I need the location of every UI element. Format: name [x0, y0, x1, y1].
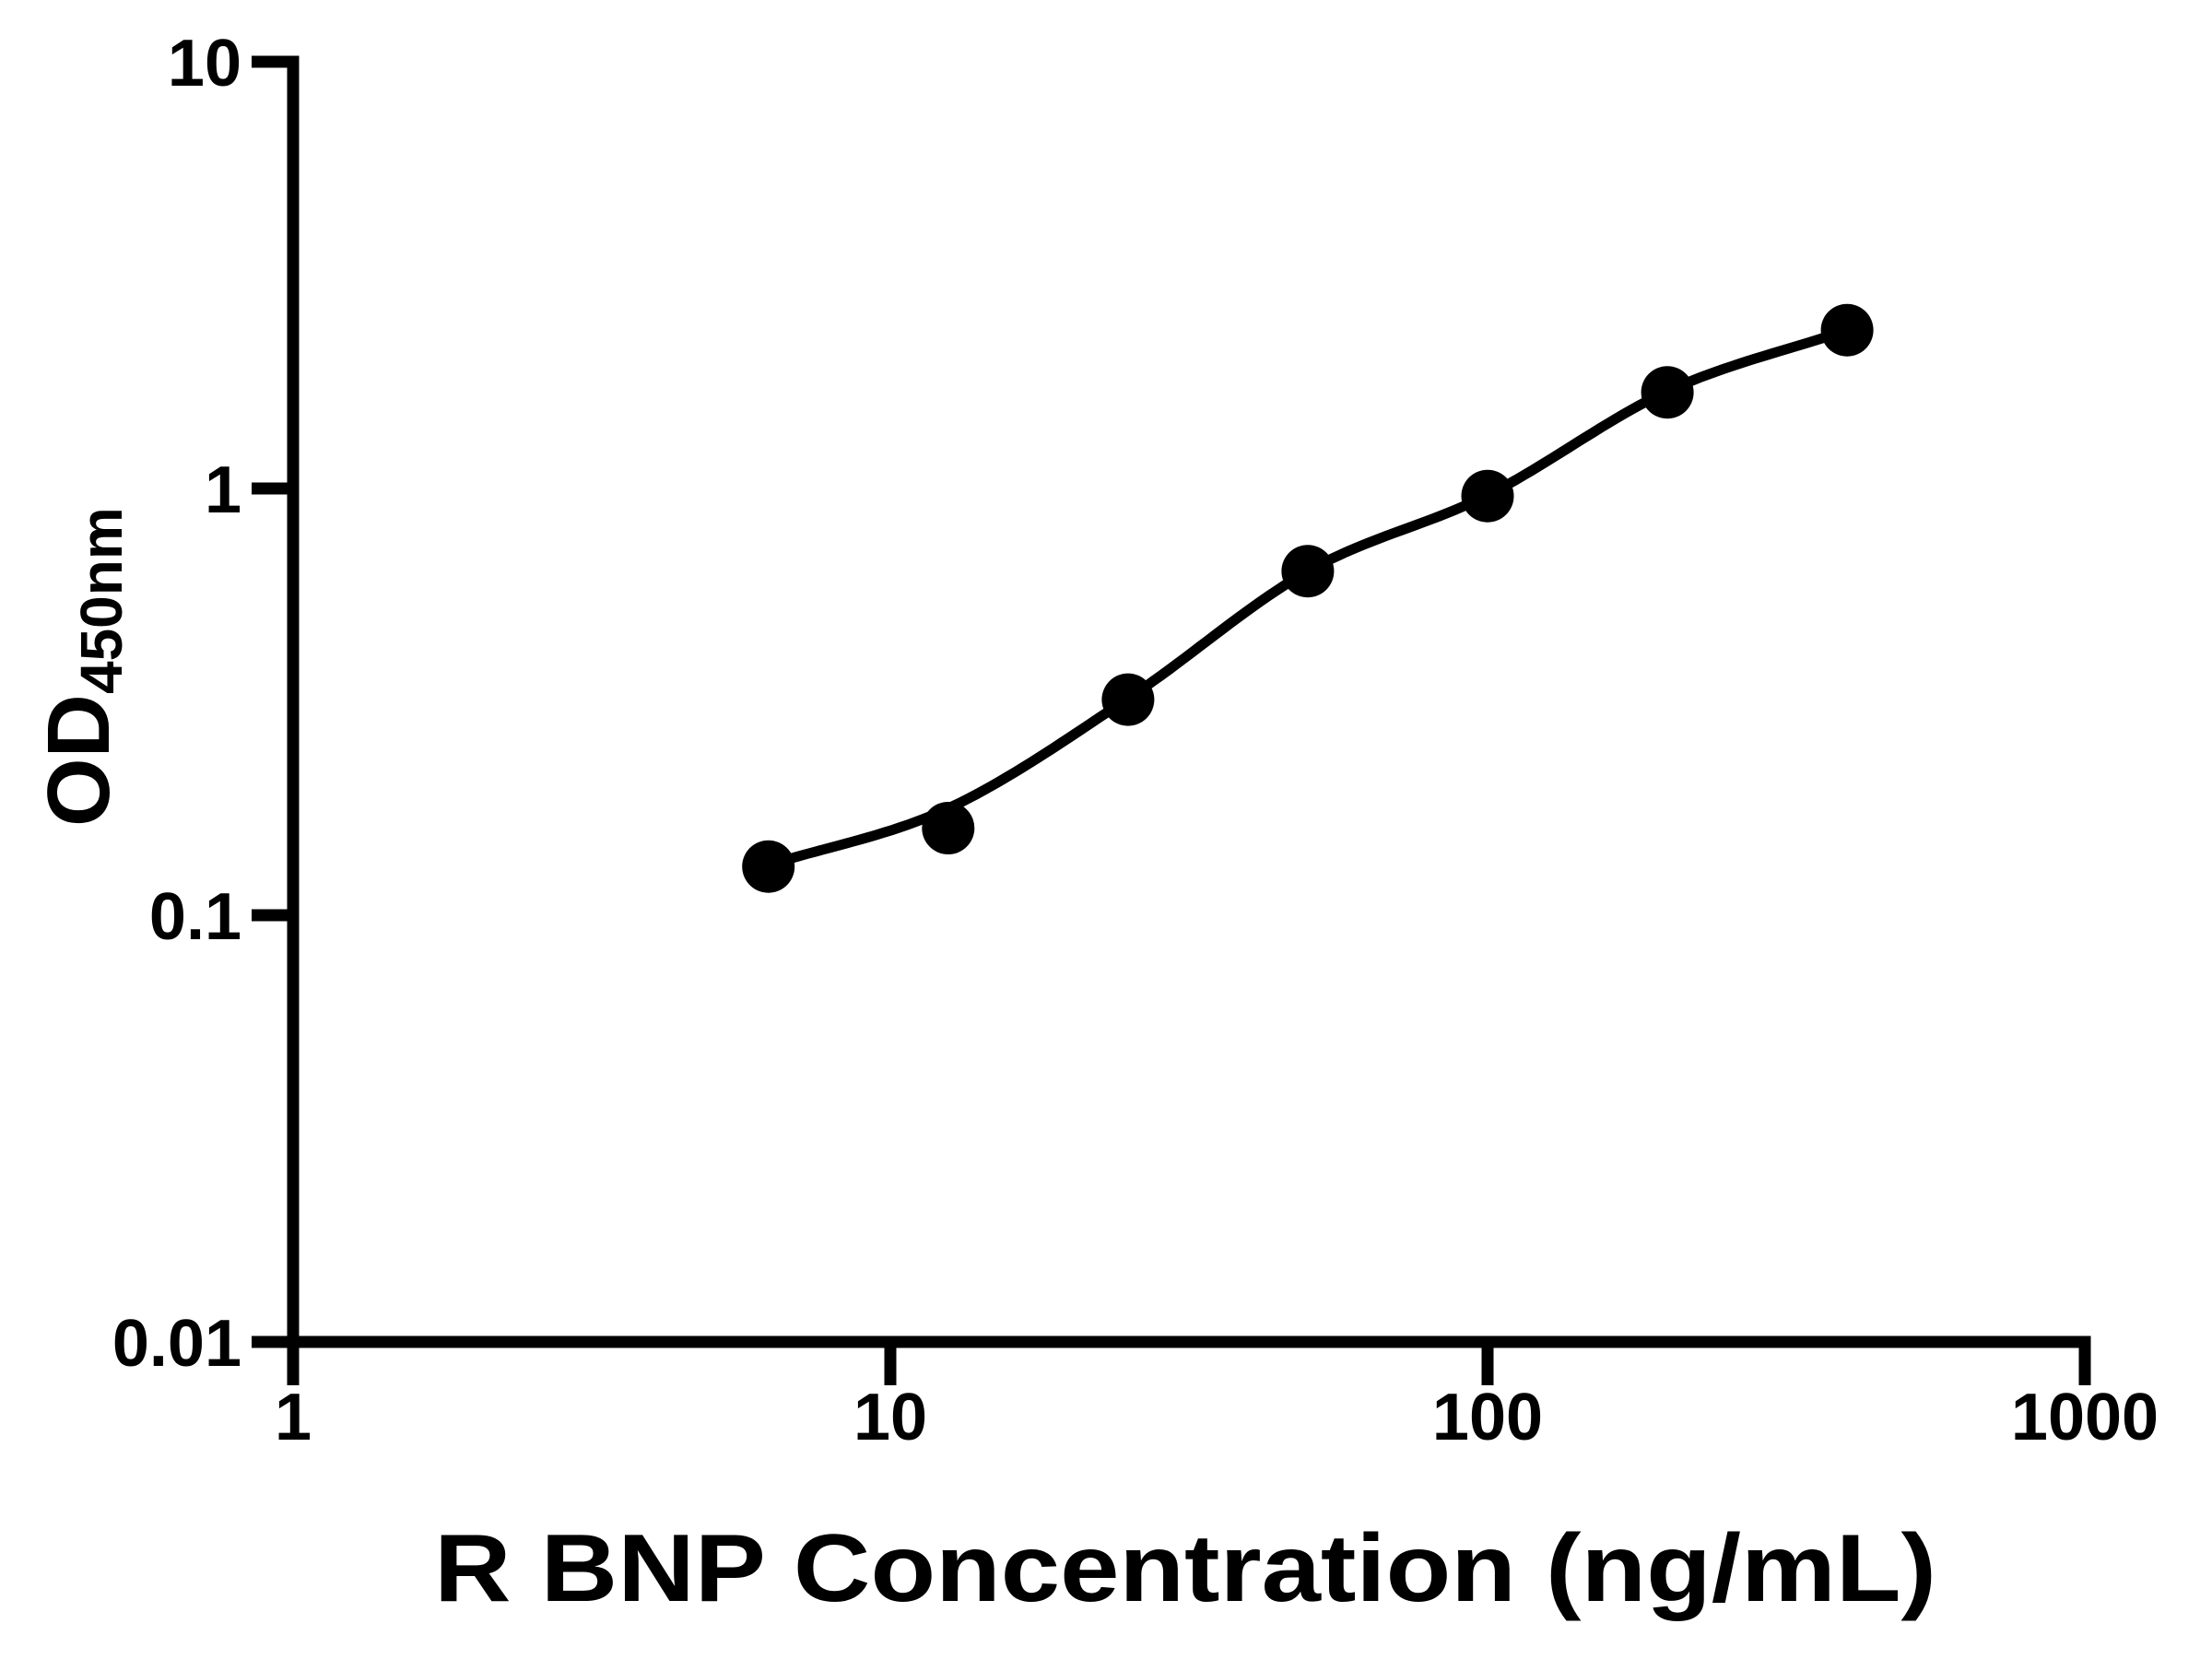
y-axis-title-main: OD	[29, 694, 128, 827]
data-point	[1820, 303, 1874, 357]
data-point	[1281, 545, 1335, 598]
y-tick-label: 10	[168, 27, 241, 100]
y-tick-label: 0.01	[112, 1307, 241, 1381]
y-tick-label: 1	[205, 453, 241, 527]
data-point	[922, 802, 975, 854]
tick-labels: 10 1 0.1 0.01 1 10 100 1000	[112, 27, 2159, 1454]
y-tick-label: 0.1	[149, 880, 241, 954]
y-axis-title-subscript: 450nm	[68, 507, 135, 694]
data-point	[742, 840, 795, 893]
data-point	[1461, 469, 1514, 523]
data-point	[1641, 366, 1694, 419]
x-tick-label: 10	[853, 1381, 927, 1454]
x-tick-label: 1	[275, 1381, 312, 1454]
axes	[252, 55, 2091, 1385]
x-tick-label: 1000	[2011, 1381, 2159, 1454]
data-point	[1101, 673, 1155, 726]
y-axis-title: OD450nm	[29, 507, 135, 827]
x-axis-title: R BNP Concentration (ng/mL)	[434, 1515, 1936, 1622]
data-points-layer	[742, 303, 1874, 893]
x-tick-label: 100	[1432, 1381, 1543, 1454]
